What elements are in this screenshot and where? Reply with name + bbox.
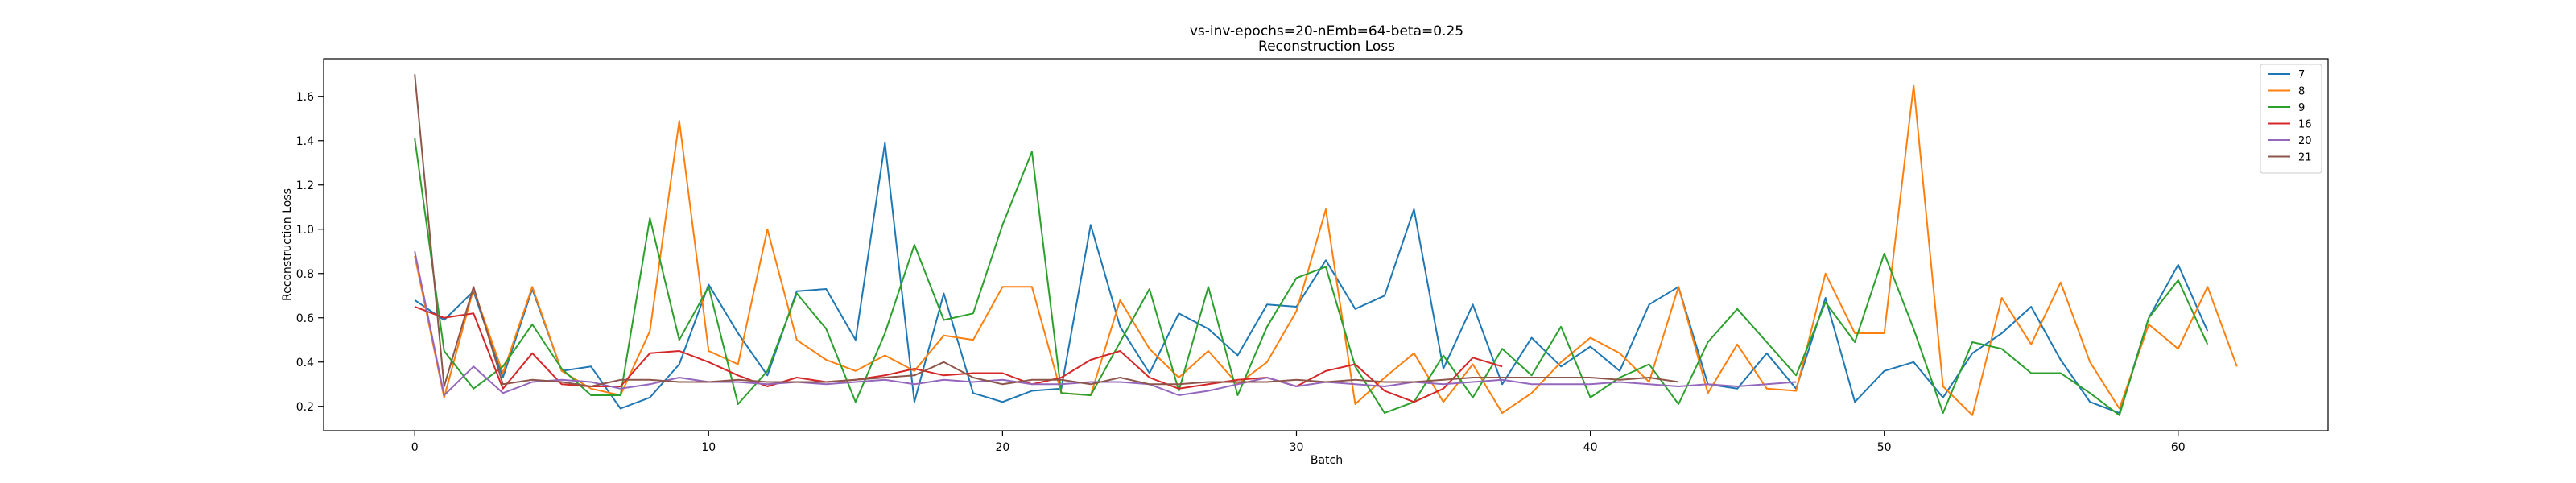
legend-label: 21: [2298, 152, 2312, 164]
x-tick-label: 0: [411, 441, 419, 454]
legend-label: 8: [2298, 86, 2305, 98]
series-layer: [414, 74, 2238, 416]
y-axis: 0.2 0.4 0.6 0.8 1.0 1.2 1.4 1.6: [296, 91, 324, 414]
chart-subtitle: Reconstruction Loss: [1258, 39, 1395, 55]
x-tick-label: 50: [1877, 441, 1892, 454]
legend-label: 20: [2298, 135, 2312, 147]
x-tick-label: 60: [2171, 441, 2186, 454]
series-line-20: [414, 251, 1797, 396]
y-tick-label: 1.4: [296, 135, 314, 148]
y-tick-label: 0.6: [296, 312, 314, 325]
plot-area: [324, 59, 2328, 431]
y-tick-label: 0.2: [296, 401, 314, 414]
legend-label: 7: [2298, 69, 2305, 81]
y-tick-label: 1.2: [296, 180, 314, 192]
y-tick-label: 0.8: [296, 268, 314, 281]
plot-frame: [323, 58, 2329, 431]
series-line-7: [414, 142, 2209, 414]
y-tick-label: 0.4: [296, 357, 314, 369]
series-line-9: [414, 138, 2209, 416]
x-axis: 0 10 20 30 40 50 60: [411, 431, 2186, 454]
legend-box: [2260, 64, 2322, 174]
y-axis-title: Reconstruction Loss: [281, 188, 294, 301]
x-tick-label: 30: [1290, 441, 1304, 454]
legend: 7 8 9 16 20 21: [2260, 64, 2322, 174]
legend-label: 16: [2298, 119, 2312, 131]
y-tick-label: 1.0: [296, 224, 314, 237]
chart-title: vs-inv-epochs=20-nEmb=64-beta=0.25: [1190, 23, 1463, 39]
x-tick-label: 20: [995, 441, 1009, 454]
x-tick-label: 10: [701, 441, 716, 454]
series-line-16: [414, 306, 1503, 403]
series-line-8: [414, 85, 2238, 416]
legend-label: 9: [2298, 102, 2305, 114]
x-tick-label: 40: [1583, 441, 1598, 454]
x-axis-title: Batch: [1311, 454, 1343, 467]
series-line-21: [414, 74, 1679, 387]
y-tick-label: 1.6: [296, 91, 314, 104]
